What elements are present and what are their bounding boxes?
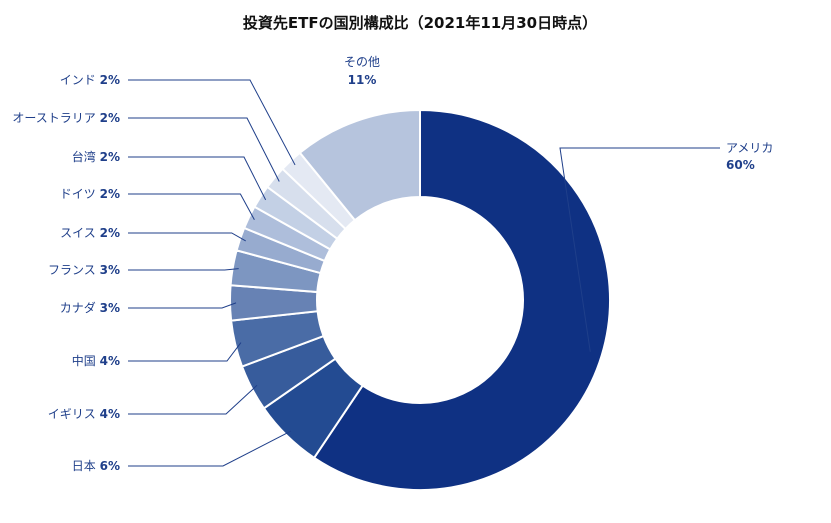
slice-4-label: カナダ 3% xyxy=(60,300,120,315)
chart-title: 投資先ETFの国別構成比（2021年11月30日時点） xyxy=(243,14,597,32)
slice-2-label: イギリス 4% xyxy=(48,407,120,421)
slice-11-label: その他 xyxy=(344,55,380,69)
slice-10-label: インド 2% xyxy=(60,73,120,87)
slice-9-leader xyxy=(128,117,280,182)
slice-3-label: 中国 4% xyxy=(72,353,120,368)
slice-9-label: オーストラリア 2% xyxy=(12,111,120,125)
slice-5-label: フランス 3% xyxy=(48,263,120,277)
slice-labels: アメリカ 60% 日本 6% イギリス 4% 中国 4% カナダ 3% フランス 3% スイス… xyxy=(12,55,773,473)
slice-2-leader xyxy=(128,384,258,415)
slice-8-leader xyxy=(128,156,267,201)
slice-1-label: 日本 6% xyxy=(72,459,120,473)
slice-6-label: スイス 2% xyxy=(60,226,120,240)
slice-7-label: ドイツ 2% xyxy=(60,187,120,201)
leader-lines xyxy=(128,79,720,467)
slice-3-leader xyxy=(128,342,242,362)
slice-6-leader xyxy=(128,232,246,242)
slice-0-wedge xyxy=(312,108,611,491)
slice-10-leader xyxy=(128,79,296,166)
slice-0-label: アメリカ xyxy=(726,141,773,155)
slice-0-value: 60% xyxy=(726,158,755,172)
slice-5-leader xyxy=(128,268,239,271)
slice-11-value: 11% xyxy=(348,73,377,87)
slice-8-label: 台湾 2% xyxy=(72,149,120,164)
slice-11-wedge xyxy=(298,108,421,222)
slice-0-leader xyxy=(559,147,720,352)
slice-4-leader xyxy=(128,302,237,309)
donut-slices xyxy=(229,108,611,491)
slice-1-leader xyxy=(128,430,292,467)
slice-7-leader xyxy=(128,193,255,221)
